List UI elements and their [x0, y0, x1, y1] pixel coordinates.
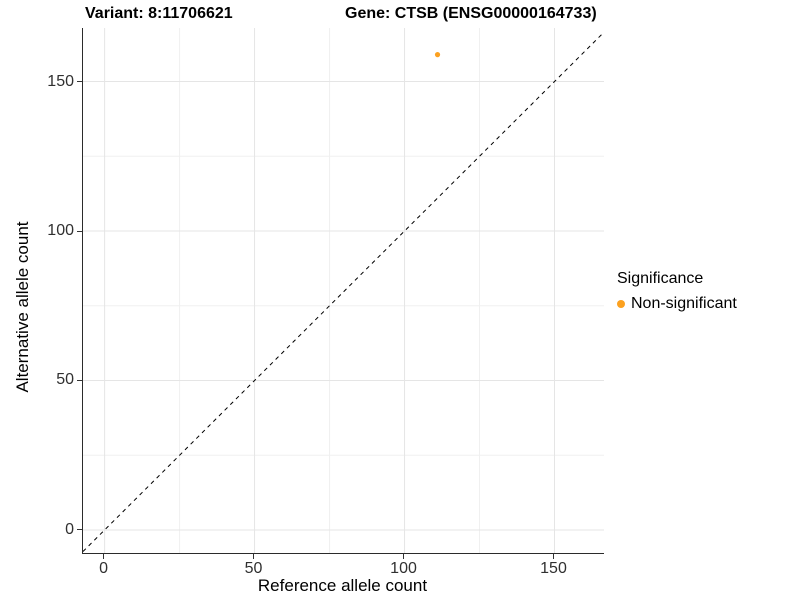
- plot-canvas: [83, 28, 604, 553]
- x-axis-tick: [103, 554, 105, 559]
- plot-title-variant: Variant: 8:11706621: [85, 5, 233, 22]
- x-tick-label: 0: [99, 560, 109, 577]
- x-axis-tick: [253, 554, 255, 559]
- x-tick-label: 100: [390, 560, 417, 577]
- plot-panel: [82, 28, 604, 554]
- x-tick-label: 150: [540, 560, 567, 577]
- y-axis-tick: [77, 230, 82, 232]
- x-tick-label: 50: [244, 560, 263, 577]
- y-axis-title: Alternative allele count: [13, 221, 32, 393]
- identity-reference-line: [83, 31, 604, 552]
- legend-point-icon: [617, 300, 625, 308]
- data-point: [434, 52, 441, 58]
- y-tick-label: 150: [47, 72, 74, 90]
- legend-entry-label: Non-significant: [631, 295, 737, 312]
- plot-title-gene: Gene: CTSB (ENSG00000164733): [345, 5, 597, 22]
- y-tick-label: 0: [65, 520, 74, 538]
- y-tick-label: 100: [47, 222, 74, 239]
- x-axis-title: Reference allele count: [257, 576, 428, 595]
- y-axis-tick: [77, 529, 82, 531]
- legend-title: Significance: [617, 270, 704, 287]
- y-tick-label: 50: [56, 371, 74, 389]
- x-axis-tick: [553, 554, 554, 559]
- y-axis-tick: [77, 379, 82, 381]
- legend: Significance Non-significant: [617, 270, 737, 313]
- x-axis-tick: [403, 554, 405, 559]
- legend-entry: Non-significant: [617, 295, 737, 313]
- y-axis-tick: [77, 81, 82, 83]
